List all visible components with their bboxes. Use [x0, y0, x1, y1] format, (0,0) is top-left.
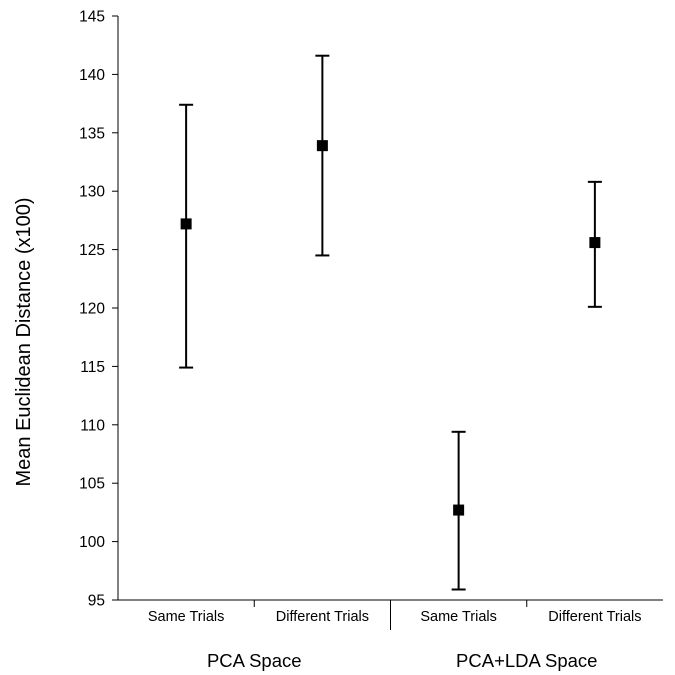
y-tick-label: 130 [79, 184, 105, 201]
y-tick-label: 105 [79, 476, 105, 493]
x-categories: Same Trials Different Trials Same Trials Di… [148, 600, 641, 630]
x-group-label: PCA+LDA Space [456, 650, 597, 671]
x-category-label: Different Trials [276, 609, 369, 625]
x-category-label: Same Trials [148, 609, 225, 625]
y-tick-label: 140 [79, 67, 105, 84]
mean-marker [589, 237, 601, 249]
y-tick-label: 125 [79, 242, 105, 259]
y-tick-label: 110 [80, 417, 105, 434]
y-tick-label: 120 [79, 301, 105, 318]
mean-marker [316, 140, 328, 152]
error-bar-series [179, 54, 602, 591]
y-ticks: 95 100 105 110 115 120 125 130 135 140 145 [79, 9, 118, 610]
y-tick-label: 135 [79, 125, 105, 142]
mean-marker [180, 218, 192, 230]
x-group-label: PCA Space [207, 650, 302, 671]
x-groups: PCA Space PCA+LDA Space [207, 650, 598, 671]
axes [117, 16, 663, 601]
x-category-label: Different Trials [548, 609, 641, 625]
y-tick-label: 100 [79, 534, 105, 551]
y-axis-title: Mean Euclidean Distance (x100) [13, 197, 35, 486]
y-tick-label: 95 [88, 593, 105, 610]
y-tick-label: 115 [80, 359, 105, 376]
mean-marker [453, 504, 465, 516]
x-category-label: Same Trials [420, 609, 497, 625]
y-tick-label: 145 [79, 9, 105, 26]
